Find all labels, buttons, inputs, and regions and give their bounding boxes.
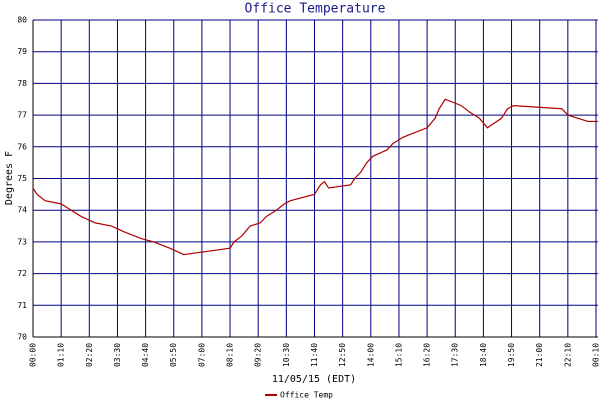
x-tick-label: 12:50 [338, 343, 347, 367]
x-tick-label: 10:30 [282, 343, 291, 367]
x-tick-label: 14:00 [366, 343, 375, 367]
y-tick-label: 77 [17, 111, 27, 120]
x-tick-label: 01:10 [57, 343, 66, 367]
y-tick-label: 80 [17, 16, 27, 25]
x-tick-label: 21:00 [535, 343, 544, 367]
y-tick-label: 79 [17, 47, 27, 56]
y-tick-label: 72 [17, 269, 27, 278]
x-tick-label: 22:10 [563, 343, 572, 367]
y-tick-label: 74 [17, 206, 27, 215]
y-tick-label: 78 [17, 79, 27, 88]
x-tick-label: 11:40 [310, 343, 319, 367]
y-tick-label: 75 [17, 174, 27, 183]
x-tick-label: 09:20 [254, 343, 263, 367]
y-tick-label: 71 [17, 301, 27, 310]
data-line [32, 98, 598, 256]
x-tick-label: 19:50 [507, 343, 516, 367]
x-tick-label: 15:10 [394, 343, 403, 367]
x-tick-label: 00:00 [29, 343, 38, 367]
x-tick-label: 05:50 [169, 343, 178, 367]
y-tick-label: 70 [17, 333, 27, 342]
x-tick-label: 04:40 [141, 343, 150, 367]
y-tick-label: 73 [17, 237, 27, 246]
legend-label: Office Temp [280, 391, 333, 400]
chart-title: Office Temperature [245, 2, 386, 17]
x-tick-label: 08:10 [226, 343, 235, 367]
x-tick-label: 07:00 [197, 343, 206, 367]
y-tick-label: 76 [17, 142, 27, 151]
x-tick-label: 02:20 [85, 343, 94, 367]
y-axis-label: Degrees F [4, 151, 15, 205]
x-tick-label: 17:30 [451, 343, 460, 367]
x-tick-label: 03:30 [113, 343, 122, 367]
x-tick-label: 18:40 [479, 343, 488, 367]
x-tick-label: 16:20 [423, 343, 432, 367]
x-axis-label: 11/05/15 (EDT) [272, 374, 356, 385]
x-tick-label: 00:10 [591, 343, 600, 367]
